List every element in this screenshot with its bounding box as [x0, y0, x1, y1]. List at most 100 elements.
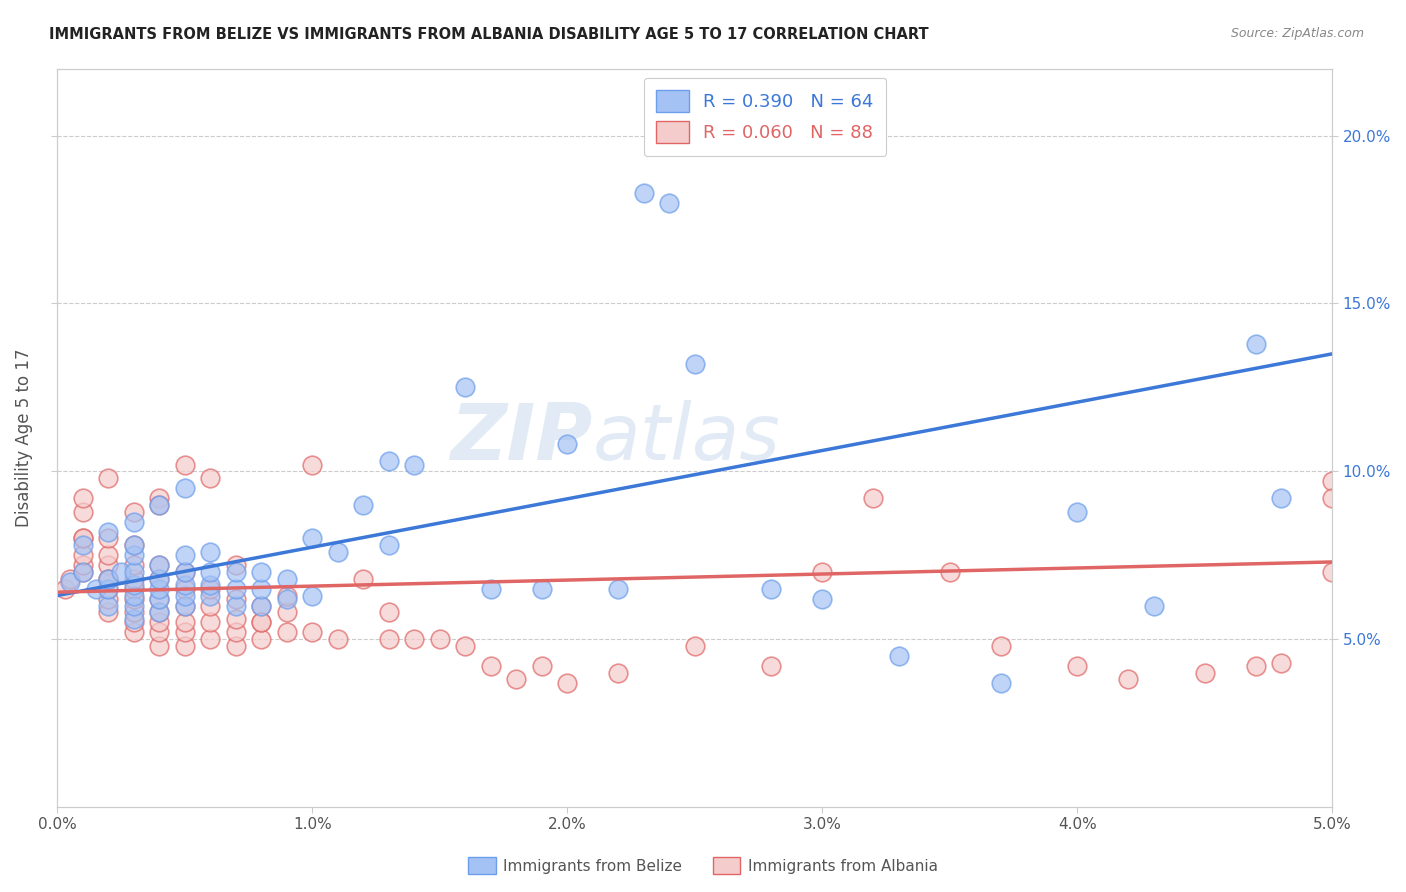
- Point: [479, 659, 502, 673]
- Point: [1270, 656, 1292, 670]
- Legend: R = 0.390   N = 64, R = 0.060   N = 88: R = 0.390 N = 64, R = 0.060 N = 88: [644, 78, 886, 156]
- Point: [1194, 665, 1216, 680]
- Point: [148, 558, 170, 573]
- Point: [122, 548, 145, 562]
- Point: [276, 572, 298, 586]
- Point: [97, 572, 120, 586]
- Point: [122, 558, 145, 573]
- Point: [761, 659, 783, 673]
- Point: [97, 558, 120, 573]
- Point: [887, 648, 910, 663]
- Point: [990, 675, 1012, 690]
- Point: [148, 572, 170, 586]
- Point: [59, 572, 82, 586]
- Point: [173, 599, 195, 613]
- Point: [683, 357, 706, 371]
- Point: [122, 599, 145, 613]
- Point: [276, 591, 298, 606]
- Point: [301, 458, 323, 472]
- Point: [148, 498, 170, 512]
- Point: [200, 632, 222, 647]
- Point: [173, 578, 195, 592]
- Point: [761, 582, 783, 596]
- Point: [250, 632, 273, 647]
- Point: [97, 605, 120, 619]
- Point: [53, 582, 76, 596]
- Point: [72, 505, 94, 519]
- Point: [454, 639, 477, 653]
- Point: [250, 582, 273, 596]
- Point: [72, 565, 94, 579]
- Point: [352, 498, 374, 512]
- Point: [122, 515, 145, 529]
- Point: [811, 565, 834, 579]
- Point: [148, 591, 170, 606]
- Point: [72, 565, 94, 579]
- Point: [301, 532, 323, 546]
- Point: [301, 625, 323, 640]
- Point: [148, 491, 170, 505]
- Point: [429, 632, 451, 647]
- Point: [148, 605, 170, 619]
- Point: [173, 615, 195, 630]
- Point: [148, 625, 170, 640]
- Point: [59, 575, 82, 590]
- Point: [148, 615, 170, 630]
- Point: [1066, 505, 1088, 519]
- Point: [72, 491, 94, 505]
- Point: [97, 582, 120, 596]
- Point: [990, 639, 1012, 653]
- Point: [122, 591, 145, 606]
- Point: [122, 612, 145, 626]
- Point: [200, 545, 222, 559]
- Point: [122, 589, 145, 603]
- Point: [378, 538, 401, 552]
- Point: [811, 591, 834, 606]
- Point: [173, 639, 195, 653]
- Point: [1244, 659, 1267, 673]
- Point: [454, 380, 477, 394]
- Point: [225, 612, 247, 626]
- Point: [683, 639, 706, 653]
- Point: [200, 589, 222, 603]
- Point: [84, 582, 107, 596]
- Point: [378, 632, 401, 647]
- Point: [97, 582, 120, 596]
- Point: [530, 659, 553, 673]
- Point: [225, 599, 247, 613]
- Point: [173, 625, 195, 640]
- Point: [938, 565, 960, 579]
- Point: [250, 599, 273, 613]
- Point: [122, 572, 145, 586]
- Point: [72, 538, 94, 552]
- Point: [225, 565, 247, 579]
- Point: [173, 565, 195, 579]
- Legend: Immigrants from Belize, Immigrants from Albania: Immigrants from Belize, Immigrants from …: [463, 851, 943, 880]
- Point: [72, 532, 94, 546]
- Point: [378, 454, 401, 468]
- Point: [173, 548, 195, 562]
- Text: ZIP: ZIP: [450, 400, 593, 475]
- Point: [326, 632, 349, 647]
- Point: [378, 605, 401, 619]
- Point: [97, 548, 120, 562]
- Point: [326, 545, 349, 559]
- Point: [122, 625, 145, 640]
- Point: [225, 639, 247, 653]
- Point: [658, 195, 681, 210]
- Point: [173, 565, 195, 579]
- Point: [97, 572, 120, 586]
- Point: [148, 582, 170, 596]
- Point: [633, 186, 655, 200]
- Point: [173, 481, 195, 495]
- Point: [404, 632, 426, 647]
- Point: [1322, 491, 1344, 505]
- Point: [276, 625, 298, 640]
- Point: [862, 491, 884, 505]
- Point: [1143, 599, 1166, 613]
- Point: [97, 524, 120, 539]
- Point: [250, 615, 273, 630]
- Point: [200, 582, 222, 596]
- Point: [122, 538, 145, 552]
- Point: [97, 572, 120, 586]
